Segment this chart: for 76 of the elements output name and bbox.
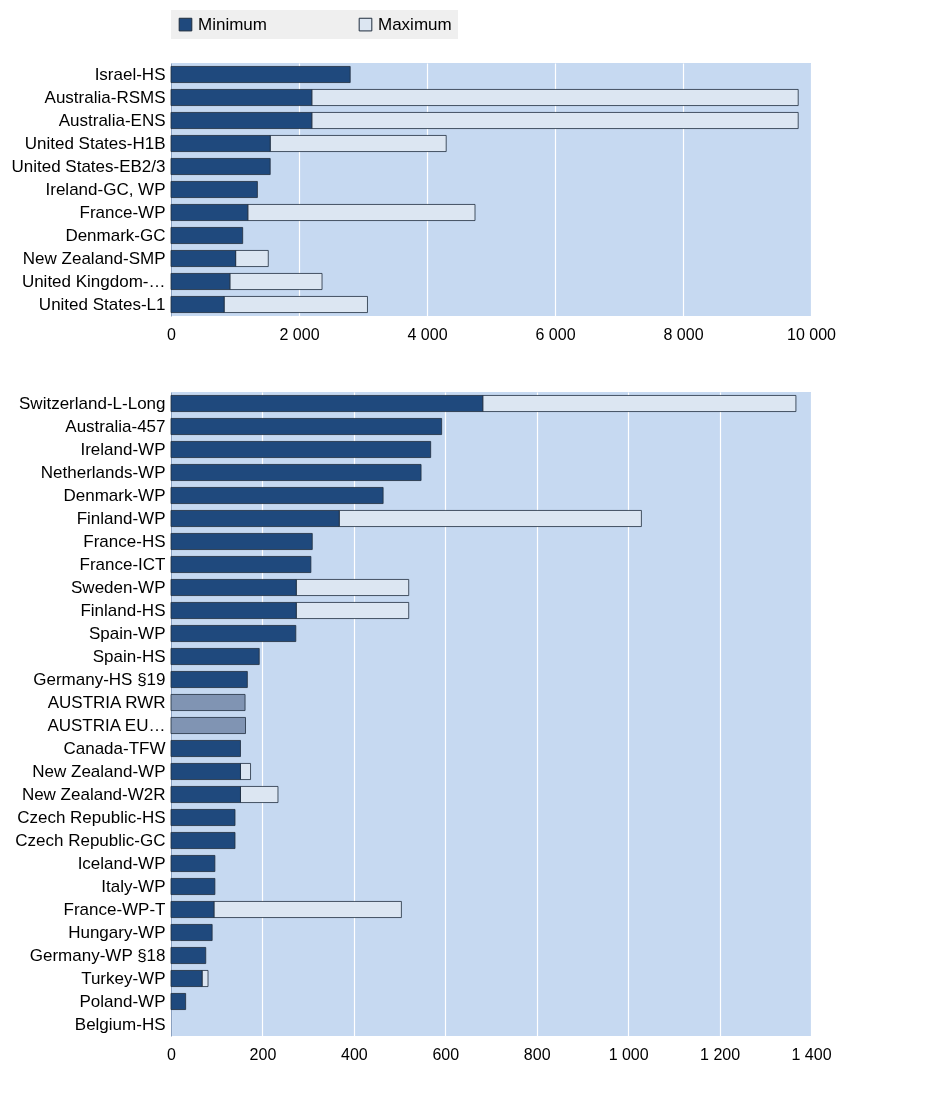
y-tick-label: Czech Republic-HS [17, 807, 166, 827]
y-tick-label: United Kingdom-… [21, 271, 166, 291]
y-tick-label: New Zealand-SMP [22, 248, 166, 268]
bar [170, 993, 187, 1010]
y-tick-label: New Zealand-WP [32, 761, 166, 781]
y-tick-label: Hungary-WP [68, 922, 166, 942]
y-tick-label: Australia-RSMS [44, 87, 166, 107]
y-tick-label: Denmark-WP [63, 485, 166, 505]
y-tick-label: Finland-HS [80, 600, 166, 620]
y-tick-label: AUSTRIA RWR [47, 692, 166, 712]
bar [170, 181, 258, 198]
y-tick-label: AUSTRIA EU… [47, 715, 166, 735]
bar [170, 464, 422, 481]
y-tick-label: Ireland-GC, WP [45, 179, 166, 199]
x-tick-label: 800 [523, 1045, 551, 1063]
x-tick-label: 1 200 [700, 1045, 741, 1063]
y-tick-label: Canada-TFW [63, 738, 166, 758]
y-tick-label: Iceland-WP [77, 853, 166, 873]
y-tick-label: United States-EB2/3 [11, 156, 166, 176]
y-tick-label: United States-L1 [38, 294, 166, 314]
bar [170, 924, 213, 941]
x-tick-label: 2 000 [279, 325, 320, 343]
y-tick-label: Belgium-HS [74, 1014, 166, 1034]
legend-label: Maximum [378, 14, 452, 34]
bar [170, 556, 312, 573]
bar [170, 947, 207, 964]
y-tick-label: Finland-WP [76, 508, 166, 528]
x-tick-label: 200 [249, 1045, 277, 1063]
bar [170, 855, 216, 872]
y-tick-label: France-WP-T [63, 899, 166, 919]
x-tick-label: 1 000 [608, 1045, 649, 1063]
y-tick-label: United States-H1B [24, 133, 166, 153]
y-tick-label: Turkey-WP [81, 968, 166, 988]
bar [170, 533, 313, 550]
x-tick-label: 10 000 [787, 325, 837, 343]
x-tick-label: 1 400 [791, 1045, 832, 1063]
y-tick-label: Switzerland-L-Long [19, 393, 166, 413]
x-tick-label: 600 [432, 1045, 460, 1063]
bar [170, 227, 244, 244]
bar [170, 671, 248, 688]
x-tick-label: 0 [167, 325, 177, 343]
y-tick-label: Germany-WP §18 [29, 945, 166, 965]
y-tick-label: Spain-HS [92, 646, 166, 666]
bar [170, 648, 260, 665]
bar [170, 66, 351, 83]
bar [170, 832, 236, 849]
bar [170, 740, 241, 757]
x-tick-label: 400 [341, 1045, 368, 1063]
x-tick-label: 6 000 [535, 325, 576, 343]
bar [170, 158, 271, 175]
x-tick-label: 4 000 [407, 325, 448, 343]
bar [170, 418, 443, 435]
bar [170, 441, 432, 458]
y-tick-label: Australia-ENS [58, 110, 166, 130]
y-tick-label: Netherlands-WP [40, 462, 166, 482]
x-tick-label: 0 [167, 1045, 177, 1063]
y-tick-label: France-HS [83, 531, 166, 551]
y-tick-label: Ireland-WP [80, 439, 166, 459]
y-tick-label: Czech Republic-GC [15, 830, 166, 850]
y-tick-label: Germany-HS §19 [33, 669, 166, 689]
y-tick-label: France-WP [79, 202, 166, 222]
bar [170, 625, 297, 642]
y-tick-label: Australia-457 [65, 416, 166, 436]
bar [170, 487, 384, 504]
bar [170, 809, 236, 826]
y-tick-label: New Zealand-W2R [21, 784, 166, 804]
y-tick-label: Poland-WP [79, 991, 166, 1011]
legend-label: Minimum [198, 14, 267, 34]
y-tick-label: France-ICT [79, 554, 166, 574]
x-tick-label: 8 000 [663, 325, 704, 343]
y-tick-label: Sweden-WP [71, 577, 166, 597]
y-tick-label: Israel-HS [94, 64, 166, 84]
y-tick-label: Italy-WP [101, 876, 166, 896]
bar [170, 878, 216, 895]
y-tick-label: Denmark-GC [65, 225, 166, 245]
y-tick-label: Spain-WP [88, 623, 166, 643]
